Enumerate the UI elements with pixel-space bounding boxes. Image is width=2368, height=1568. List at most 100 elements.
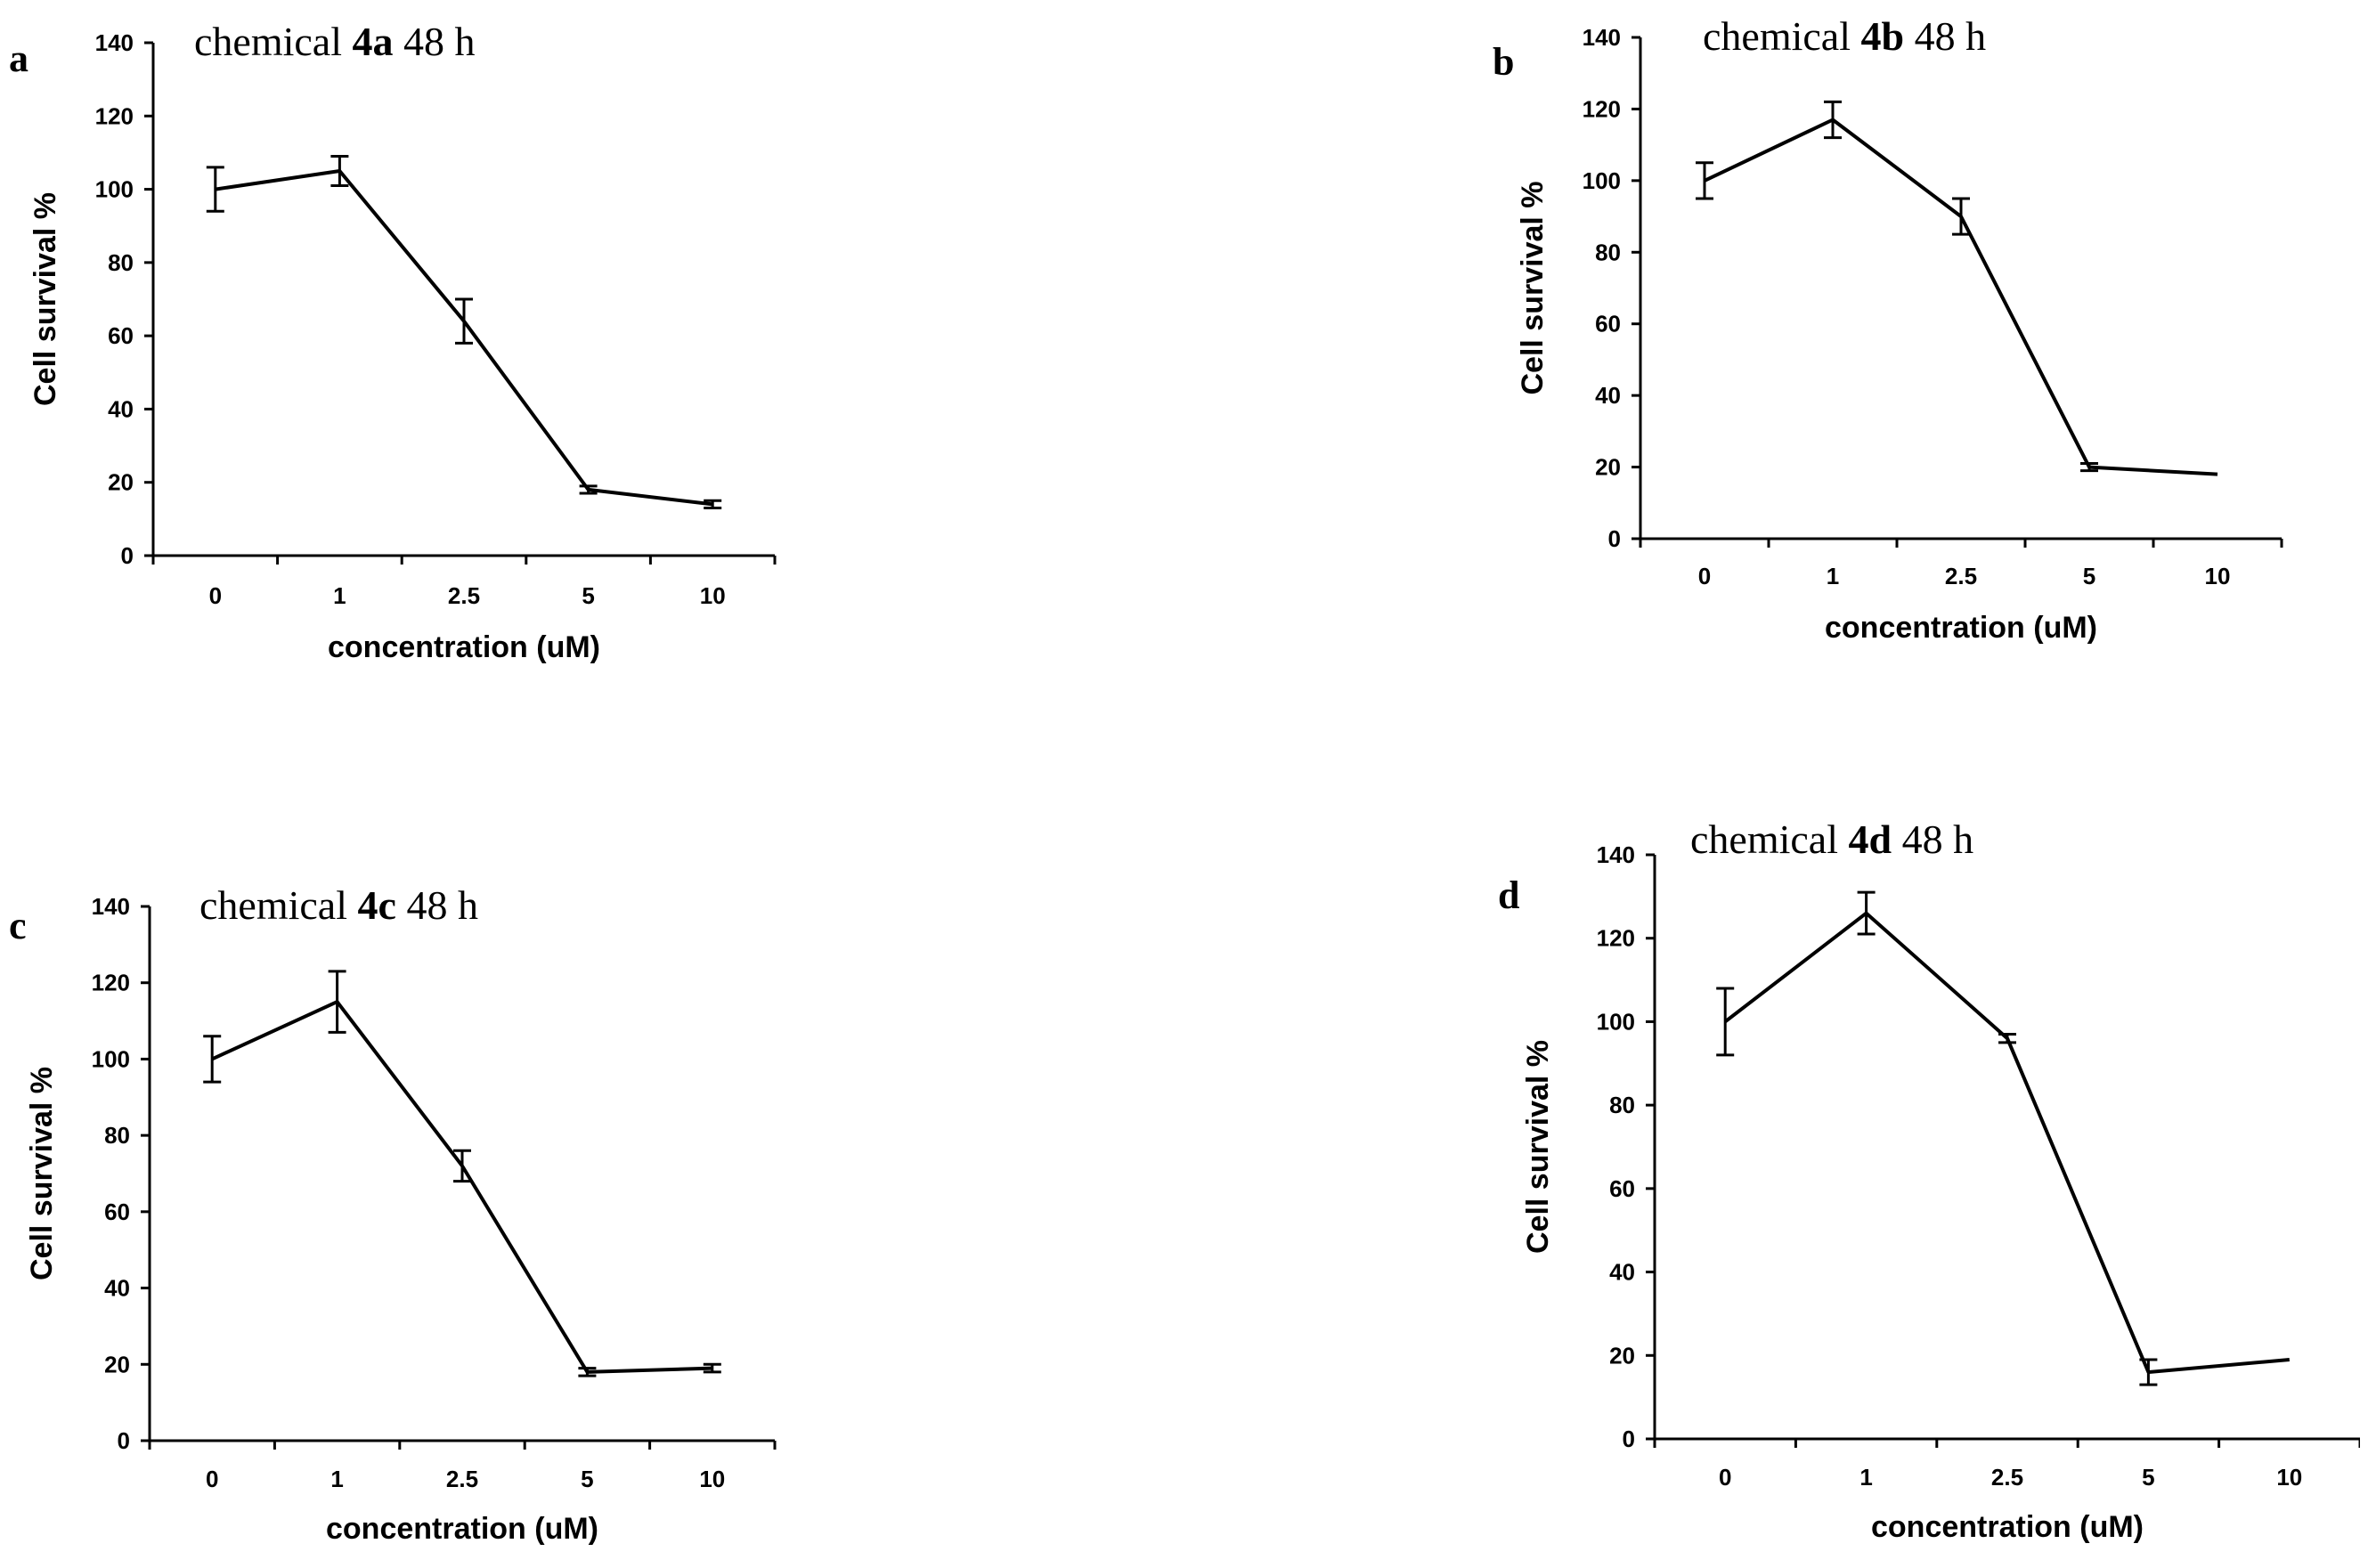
chart-c-y-tick-label: 120 xyxy=(92,970,130,996)
chart-a-x-tick-label: 10 xyxy=(700,582,726,609)
chart-b-y-tick-label: 0 xyxy=(1608,525,1621,552)
chart-d-title-prefix: chemical xyxy=(1690,816,1849,862)
chart-c-x-tick-label: 0 xyxy=(206,1466,218,1492)
chart-a-y-tick-label: 80 xyxy=(108,249,134,276)
chart-d-x-tick-label: 10 xyxy=(2276,1464,2302,1491)
chart-b-y-tick-label: 140 xyxy=(1583,24,1621,51)
chart-d-error-bar xyxy=(1857,890,1876,936)
chart-b-x-axis-title: concentration (uM) xyxy=(1825,611,2097,645)
chart-a-title-prefix: chemical xyxy=(194,19,353,64)
chart-c-x-tick-label: 10 xyxy=(699,1466,725,1492)
chart-d-y-tick-label: 80 xyxy=(1609,1092,1635,1118)
chart-d-y-axis-title: Cell survival % xyxy=(1521,1040,1555,1254)
chart-d-error-bar xyxy=(1998,1032,2016,1044)
chart-c-svg: c chemical 4c 48 h 0 20 40 60 80 100 120 140 0 1 2.5… xyxy=(9,882,777,1546)
chart-a-x-tick-label: 2.5 xyxy=(448,582,480,609)
chart-a-svg: a chemical 4a 48 h 0 20 40 60 80 100 120 140 0 1 2.5… xyxy=(9,19,777,664)
chart-b-x-tick-label: 2.5 xyxy=(1945,563,1977,589)
chart-b-series-line xyxy=(1704,118,2218,476)
chart-a-title: chemical 4a 48 h xyxy=(194,19,476,64)
chart-c-error-bar xyxy=(578,1367,597,1377)
chart-d-panel-letter: d xyxy=(1498,873,1519,917)
chart-panel-c: c chemical 4c 48 h 0 20 40 60 80 100 120 140 0 1 2.5… xyxy=(0,855,802,1568)
chart-b-y-tick-label: 60 xyxy=(1595,311,1621,337)
chart-panel-a: a chemical 4a 48 h 0 20 40 60 80 100 120 140 0 1 2.5… xyxy=(0,0,802,708)
chart-b-y-tick-label: 20 xyxy=(1595,454,1621,481)
chart-d-x-tick-label: 5 xyxy=(2142,1464,2154,1491)
chart-c-y-tick-label: 0 xyxy=(118,1427,130,1454)
chart-a-y-axis-title: Cell survival % xyxy=(28,192,62,406)
chart-a-error-bar xyxy=(455,297,473,345)
chart-b-y-tick-label: 80 xyxy=(1595,239,1621,265)
chart-a-error-bar xyxy=(206,166,224,213)
chart-c-error-bar xyxy=(203,1035,222,1084)
chart-d-y-tick-label: 20 xyxy=(1609,1342,1635,1369)
chart-a-x-axis-title: concentration (uM) xyxy=(328,630,600,664)
chart-c-panel-letter: c xyxy=(9,904,27,947)
chart-panel-b: b chemical 4b 48 h 0 20 40 60 80 100 120 140 0 1 2.5… xyxy=(1469,0,2360,708)
chart-a-y-tick-label: 20 xyxy=(108,469,134,496)
chart-c-y-tick-label: 100 xyxy=(92,1045,130,1072)
chart-d-error-bar xyxy=(2139,1358,2158,1386)
chart-c-y-tick-label: 140 xyxy=(92,893,130,920)
chart-b-panel-letter: b xyxy=(1493,40,1514,84)
chart-b-error-bar xyxy=(1952,197,1970,236)
chart-c-error-bar xyxy=(453,1149,471,1183)
chart-b-error-bar xyxy=(1824,100,1842,140)
chart-b-x-tick-label: 1 xyxy=(1827,563,1839,589)
chart-b-error-bar xyxy=(2080,462,2098,473)
chart-a-x-tick-label: 1 xyxy=(333,582,346,609)
chart-a-y-tick-label: 0 xyxy=(121,542,134,569)
chart-d-x-tick-label: 0 xyxy=(1719,1464,1731,1491)
chart-c-y-tick-label: 40 xyxy=(104,1275,130,1302)
chart-c-x-tick-label: 5 xyxy=(581,1466,593,1492)
chart-a-x-tick-label: 0 xyxy=(209,582,222,609)
chart-a-title-suffix: 48 h xyxy=(394,19,476,64)
chart-d-title-compound: 4d xyxy=(1849,816,1892,862)
chart-b-y-axis-title: Cell survival % xyxy=(1516,181,1550,394)
chart-b-y-tick-label: 40 xyxy=(1595,382,1621,409)
chart-a-title-compound: 4a xyxy=(353,19,394,64)
chart-a-y-tick-label: 60 xyxy=(108,322,134,349)
chart-a-y-tick-label: 40 xyxy=(108,395,134,422)
chart-c-y-axis-title: Cell survival % xyxy=(25,1067,59,1280)
chart-b-x-tick-label: 10 xyxy=(2205,563,2231,589)
chart-d-title-suffix: 48 h xyxy=(1892,816,1973,862)
chart-b-x-tick-label: 0 xyxy=(1698,563,1711,589)
chart-c-y-tick-label: 20 xyxy=(104,1351,130,1377)
chart-d-y-tick-label: 0 xyxy=(1623,1426,1635,1452)
chart-a-x-tick-label: 5 xyxy=(582,582,594,609)
chart-d-x-tick-label: 2.5 xyxy=(1991,1464,2023,1491)
chart-c-y-tick-label: 80 xyxy=(104,1122,130,1149)
chart-d-series-line xyxy=(1723,911,2290,1374)
chart-b-title-compound: 4b xyxy=(1861,13,1905,59)
chart-a-y-tick-label: 140 xyxy=(95,29,134,56)
chart-d-x-axis-title: concentration (uM) xyxy=(1871,1510,2144,1544)
chart-d-y-tick-label: 40 xyxy=(1609,1259,1635,1286)
chart-b-title-suffix: 48 h xyxy=(1904,13,1986,59)
chart-d-y-tick-label: 120 xyxy=(1597,925,1635,952)
chart-c-series-line xyxy=(211,1000,712,1374)
chart-b-svg: b chemical 4b 48 h 0 20 40 60 80 100 120 140 0 1 2.5… xyxy=(1493,13,2283,645)
chart-panel-d: d chemical 4d 48 h 0 20 40 60 80 100 120 140 0 1 2.5… xyxy=(1469,801,2362,1568)
chart-c-title-compound: 4c xyxy=(358,882,396,928)
chart-b-y-tick-label: 120 xyxy=(1583,95,1621,122)
chart-b-title: chemical 4b 48 h xyxy=(1703,13,1986,59)
chart-c-x-axis-title: concentration (uM) xyxy=(326,1512,598,1546)
chart-d-svg: d chemical 4d 48 h 0 20 40 60 80 100 120 140 0 1 2.5… xyxy=(1498,816,2362,1544)
chart-d-title: chemical 4d 48 h xyxy=(1690,816,1973,862)
chart-d-x-tick-label: 1 xyxy=(1859,1464,1872,1491)
chart-b-title-prefix: chemical xyxy=(1703,13,1861,59)
chart-a-y-tick-label: 100 xyxy=(95,176,134,203)
chart-d-y-tick-label: 100 xyxy=(1597,1008,1635,1035)
chart-b-y-tick-label: 100 xyxy=(1583,167,1621,194)
chart-a-error-bar xyxy=(704,499,722,510)
chart-a-error-bar xyxy=(579,484,598,495)
chart-c-x-tick-label: 2.5 xyxy=(446,1466,478,1492)
chart-c-error-bar xyxy=(328,970,346,1034)
chart-c-x-tick-label: 1 xyxy=(330,1466,343,1492)
chart-d-y-tick-label: 60 xyxy=(1609,1175,1635,1202)
chart-a-error-bar xyxy=(330,155,349,187)
chart-c-title-suffix: 48 h xyxy=(396,882,478,928)
chart-a-panel-letter: a xyxy=(9,37,28,80)
